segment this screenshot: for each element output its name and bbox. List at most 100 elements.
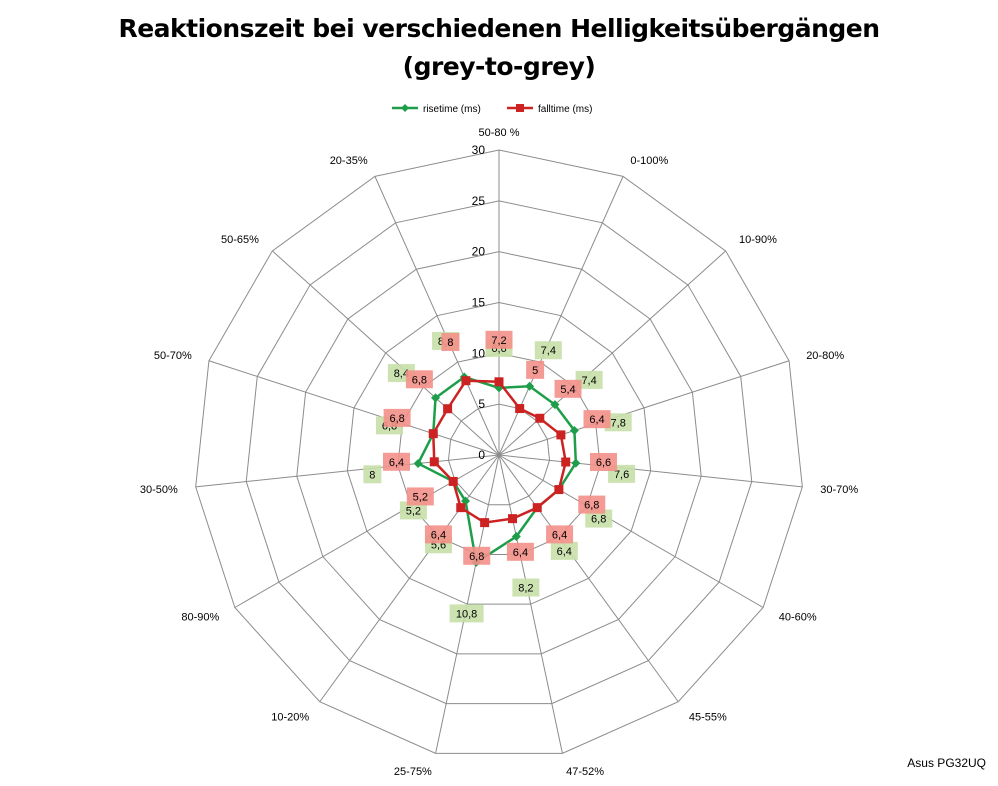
radar-grid <box>195 149 803 754</box>
spoke <box>498 454 803 488</box>
data-point <box>431 393 441 403</box>
series-lines <box>413 372 581 567</box>
data-label: 8,2 <box>518 583 533 595</box>
data-label-box <box>526 360 545 379</box>
data-label-box <box>424 525 452 544</box>
data-label: 5,2 <box>413 491 428 503</box>
data-point <box>569 425 579 435</box>
data-label-box <box>399 501 427 520</box>
data-label: 6,4 <box>557 546 572 558</box>
data-label: 5,2 <box>406 505 421 517</box>
data-point <box>550 400 560 410</box>
data-label: 5 <box>532 365 538 377</box>
data-label-box <box>441 332 460 351</box>
data-point <box>532 503 542 513</box>
category-label: 20-80% <box>806 350 844 362</box>
category-label: 80-90% <box>181 612 219 624</box>
spoke <box>498 360 790 456</box>
grid-ring <box>346 301 652 605</box>
category-label: 10-20% <box>271 711 309 723</box>
grid-ring <box>195 149 803 754</box>
series-line <box>431 379 568 524</box>
data-label: 6,6 <box>596 457 611 469</box>
data-point <box>461 376 471 386</box>
data-label-box <box>449 604 484 623</box>
data-point <box>515 404 525 414</box>
category-label: 50-65% <box>221 234 259 246</box>
data-point <box>556 430 566 440</box>
spoke <box>272 250 500 456</box>
radial-tick-labels: 0 5 10 15 20 25 30 <box>472 143 486 462</box>
category-label: 30-70% <box>820 484 858 496</box>
data-label: 6,8 <box>389 413 404 425</box>
data-label-box <box>512 578 540 597</box>
tick-label: 0 <box>478 448 485 462</box>
data-label: 6,4 <box>431 529 446 541</box>
data-point <box>448 476 458 486</box>
spoke <box>498 454 563 754</box>
data-label-box <box>534 341 562 360</box>
grid-ring <box>447 403 551 506</box>
data-label: 6,4 <box>513 547 528 559</box>
data-point <box>429 457 439 467</box>
data-label-box <box>463 546 491 565</box>
tick-label: 15 <box>472 296 486 310</box>
legend-marker <box>401 104 409 112</box>
data-label-box <box>485 330 513 349</box>
data-label: 7,8 <box>611 417 626 429</box>
data-point <box>525 381 535 391</box>
category-label: 30-50% <box>140 484 178 496</box>
data-label: 6,4 <box>589 414 604 426</box>
grid-ring <box>245 200 753 705</box>
data-label-box <box>590 452 618 471</box>
spoke <box>374 176 500 456</box>
data-point <box>535 413 545 423</box>
data-label: 8,4 <box>394 368 409 380</box>
data-point <box>456 503 466 513</box>
data-label-box <box>550 541 578 560</box>
category-label: 47-52% <box>566 766 604 778</box>
tick-label: 10 <box>472 346 486 360</box>
tick-label: 5 <box>478 397 485 411</box>
legend-label: falltime (ms) <box>538 104 592 115</box>
data-label: 7,4 <box>581 375 596 387</box>
data-label-box <box>383 408 411 427</box>
data-label-box <box>546 525 574 544</box>
data-label: 7,4 <box>541 345 556 357</box>
data-label: 8 <box>447 337 453 349</box>
data-label: 6,4 <box>552 529 567 541</box>
data-point <box>480 518 490 528</box>
data-point <box>554 485 564 495</box>
data-label-box <box>405 370 433 389</box>
category-label: 45-55% <box>689 711 727 723</box>
grid-ring <box>296 251 702 655</box>
data-label-box <box>583 410 611 429</box>
tick-label: 25 <box>472 194 486 208</box>
data-label-box <box>585 509 613 528</box>
data-label: 7,6 <box>614 469 629 481</box>
spoke <box>498 454 764 608</box>
category-label: 20-35% <box>330 155 368 167</box>
data-point <box>428 429 438 439</box>
data-point <box>511 532 521 542</box>
category-labels: 50-80 % 0-100% 10-90% 20-80% 30-70% 40-60% 45-… <box>140 127 859 778</box>
data-labels: 6,67,47,47,87,66,86,48,210,85,65,286,88,… <box>363 330 636 623</box>
grid-ring <box>397 352 601 555</box>
radar-spokes <box>195 150 803 754</box>
data-point <box>413 459 423 469</box>
data-label: 8 <box>369 469 375 481</box>
tick-label: 20 <box>472 245 486 259</box>
chart-title: Reaktionszeit bei verschiedenen Helligke… <box>0 10 998 86</box>
legend-label: risetime (ms) <box>423 104 481 115</box>
spoke <box>498 454 679 703</box>
data-label-box <box>578 495 606 514</box>
data-label: 6,8 <box>469 551 484 563</box>
data-label-box <box>604 413 632 432</box>
chart-title-line2: (grey-to-grey) <box>402 52 596 81</box>
data-label: 6,8 <box>412 374 427 386</box>
category-label: 10-90% <box>739 234 777 246</box>
data-point <box>443 404 453 414</box>
spoke <box>435 454 500 754</box>
legend: risetime (ms) falltime (ms) <box>392 104 592 115</box>
